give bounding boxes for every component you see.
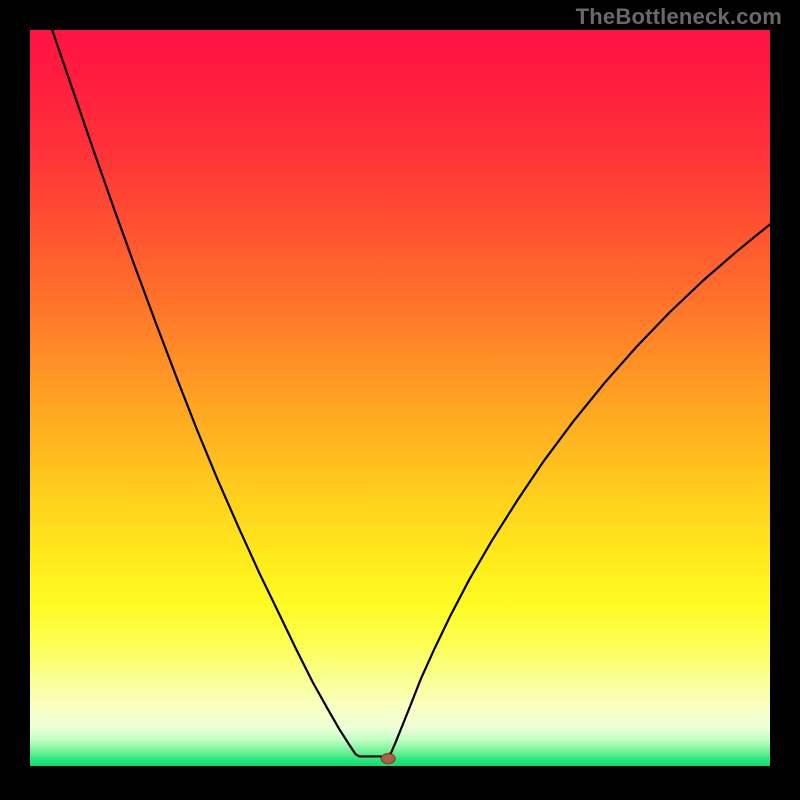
- min-marker: [381, 754, 395, 764]
- watermark-text: TheBottleneck.com: [576, 4, 782, 30]
- gradient-background: [30, 30, 770, 766]
- chart-svg: [30, 30, 770, 766]
- plot-area: [30, 30, 770, 766]
- chart-frame: TheBottleneck.com: [0, 0, 800, 800]
